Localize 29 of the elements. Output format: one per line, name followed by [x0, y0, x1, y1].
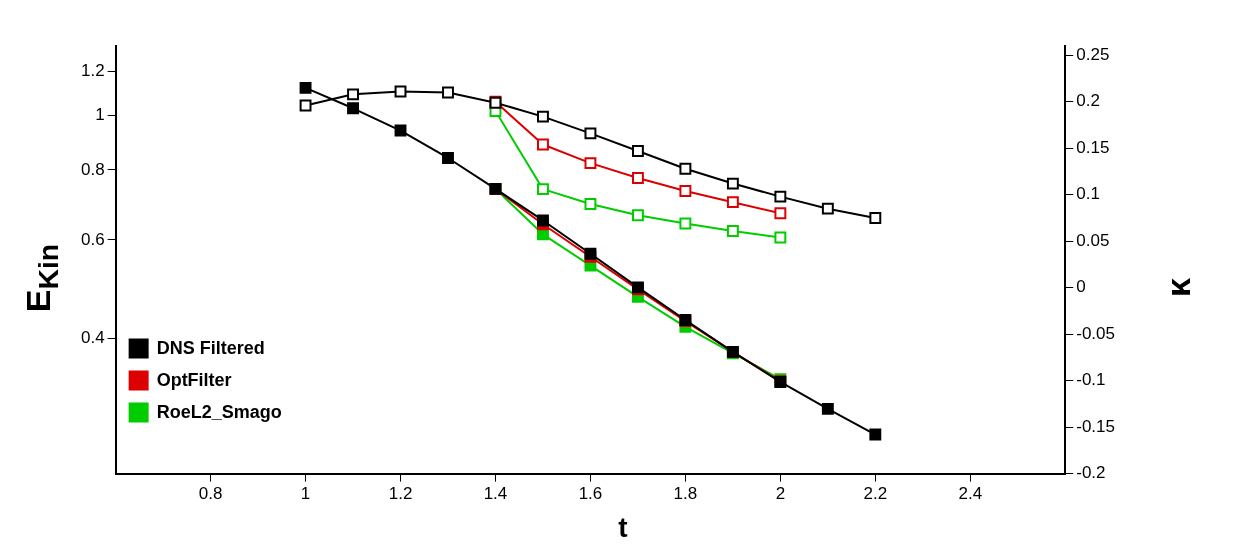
x-tick-label: 2.4: [958, 484, 983, 504]
y2-tick-label: 0.25: [1076, 44, 1110, 64]
y2-tick-label: -0.15: [1076, 416, 1115, 436]
y2-tick-label: 0.15: [1076, 137, 1110, 157]
x-tick-label: 1.2: [388, 484, 413, 504]
x-tick-label: 1.4: [483, 484, 508, 504]
y-tick-label: 1: [95, 105, 105, 125]
y2-tick-label: 0.1: [1076, 184, 1100, 204]
y2-tick-label: 0.2: [1076, 91, 1100, 111]
x-tick-label: 0.8: [198, 484, 223, 504]
legend-label: OptFilter: [156, 369, 232, 390]
legend-label: RoeL2_Smago: [156, 401, 282, 422]
y2-axis-title: κ: [1159, 278, 1198, 297]
y-tick-label: 0.6: [80, 229, 105, 249]
y2-tick-label: -0.2: [1076, 463, 1106, 483]
y2-tick-label: 0: [1076, 277, 1086, 297]
y-tick-label: 0.4: [80, 328, 105, 348]
x-tick-label: 2: [775, 484, 786, 504]
x-axis-title: t: [617, 512, 629, 544]
y2-tick-label: 0.05: [1076, 230, 1110, 250]
y2-tick-label: -0.1: [1076, 370, 1106, 390]
x-tick-label: 1.6: [578, 484, 603, 504]
x-tick-label: 1: [300, 484, 311, 504]
y2-tick-label: -0.05: [1076, 323, 1115, 343]
x-tick-label: 2.2: [863, 484, 888, 504]
legend-label: DNS Filtered: [156, 337, 265, 358]
y-tick-label: 0.8: [80, 159, 105, 179]
y-tick-label: 1.2: [80, 60, 105, 80]
x-tick-label: 1.8: [673, 484, 698, 504]
